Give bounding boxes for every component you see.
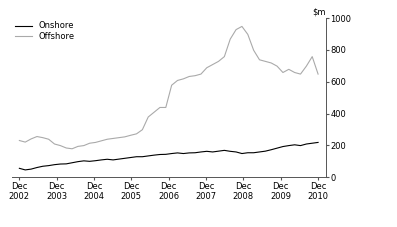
- Offshore: [316, 73, 320, 75]
- Line: Onshore: Onshore: [19, 142, 318, 170]
- Text: $m: $m: [312, 7, 326, 17]
- Offshore: [239, 25, 244, 28]
- Onshore: [298, 144, 303, 147]
- Onshore: [164, 153, 168, 156]
- Offshore: [181, 77, 186, 80]
- Onshore: [46, 164, 51, 167]
- Legend: Onshore, Offshore: Onshore, Offshore: [13, 20, 76, 43]
- Offshore: [128, 134, 133, 137]
- Onshore: [216, 150, 221, 153]
- Offshore: [204, 66, 209, 69]
- Offshore: [164, 106, 168, 109]
- Onshore: [23, 168, 28, 171]
- Onshore: [204, 150, 209, 153]
- Offshore: [216, 60, 221, 63]
- Offshore: [70, 147, 75, 150]
- Onshore: [128, 156, 133, 159]
- Offshore: [17, 139, 22, 142]
- Line: Offshore: Offshore: [19, 26, 318, 149]
- Onshore: [316, 141, 320, 144]
- Offshore: [40, 136, 45, 139]
- Onshore: [17, 167, 22, 170]
